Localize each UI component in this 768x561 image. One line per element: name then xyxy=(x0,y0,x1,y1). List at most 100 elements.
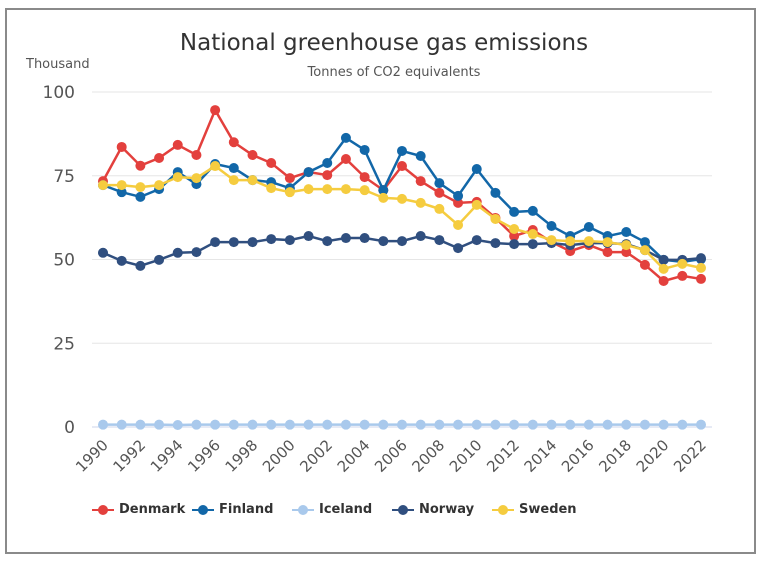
data-point-finland xyxy=(135,191,146,202)
data-point-finland xyxy=(490,187,501,198)
data-point-iceland xyxy=(154,419,165,430)
data-point-finland xyxy=(509,206,520,217)
data-point-norway xyxy=(471,235,482,246)
data-point-sweden xyxy=(565,236,576,247)
data-point-sweden xyxy=(154,180,165,191)
legend-label: Iceland xyxy=(319,502,373,517)
data-point-denmark xyxy=(359,172,370,183)
x-tick-label: 2012 xyxy=(483,436,523,476)
legend-label: Finland xyxy=(219,502,274,517)
data-point-sweden xyxy=(677,258,688,269)
data-point-iceland xyxy=(639,419,650,430)
data-point-sweden xyxy=(434,203,445,214)
data-point-norway xyxy=(228,237,239,248)
legend-item-iceland[interactable]: Iceland xyxy=(292,502,392,517)
data-point-sweden xyxy=(303,184,314,195)
data-point-iceland xyxy=(509,419,520,430)
data-point-iceland xyxy=(340,419,351,430)
data-point-norway xyxy=(527,239,538,250)
data-point-finland xyxy=(116,187,127,198)
data-point-finland xyxy=(546,221,557,231)
x-tick-label: 1996 xyxy=(184,436,224,476)
data-point-denmark xyxy=(284,173,295,184)
data-point-iceland xyxy=(415,419,426,430)
data-point-iceland xyxy=(621,419,632,430)
data-point-iceland xyxy=(696,419,706,430)
data-point-iceland xyxy=(490,419,501,430)
data-point-iceland xyxy=(303,419,314,430)
data-point-norway xyxy=(658,254,669,265)
x-tick-label: 2004 xyxy=(334,436,374,476)
data-point-iceland xyxy=(397,419,407,430)
data-point-denmark xyxy=(247,149,258,160)
data-point-norway xyxy=(490,238,501,249)
legend-item-denmark[interactable]: Denmark xyxy=(92,502,192,517)
data-point-denmark xyxy=(135,160,146,171)
legend-label: Sweden xyxy=(519,502,577,517)
legend-marker-icon xyxy=(92,504,114,516)
data-point-sweden xyxy=(191,173,202,184)
data-point-iceland xyxy=(322,419,333,430)
data-point-iceland xyxy=(378,419,389,430)
data-point-norway xyxy=(415,231,426,242)
data-point-denmark xyxy=(116,141,127,152)
data-point-sweden xyxy=(116,180,127,191)
data-point-denmark xyxy=(696,273,706,284)
data-point-iceland xyxy=(116,419,127,430)
data-point-finland xyxy=(359,144,370,155)
data-point-denmark xyxy=(340,154,351,164)
data-point-iceland xyxy=(602,419,613,430)
y-tick-label: 0 xyxy=(64,418,75,438)
data-point-norway xyxy=(397,236,407,247)
data-point-iceland xyxy=(527,419,538,430)
data-point-sweden xyxy=(247,175,258,186)
data-point-norway xyxy=(303,231,314,242)
data-point-finland xyxy=(434,178,445,189)
data-point-sweden xyxy=(696,262,706,273)
data-point-denmark xyxy=(397,161,407,172)
y-axis-label: Thousand xyxy=(26,57,90,72)
x-tick-label: 2018 xyxy=(595,436,635,476)
y-tick-label: 100 xyxy=(43,83,75,103)
data-point-finland xyxy=(303,167,314,178)
data-point-denmark xyxy=(172,139,183,150)
data-point-iceland xyxy=(191,419,202,430)
data-point-sweden xyxy=(397,193,407,204)
data-point-finland xyxy=(621,227,632,238)
chart-subtitle: Tonnes of CO2 equivalents xyxy=(307,65,481,80)
data-point-finland xyxy=(639,237,650,248)
x-tick-label: 2000 xyxy=(259,436,299,476)
data-point-sweden xyxy=(210,161,221,172)
data-point-iceland xyxy=(359,419,370,430)
data-point-sweden xyxy=(471,199,482,210)
data-point-finland xyxy=(340,132,351,143)
legend-marker-icon xyxy=(192,504,214,516)
data-point-sweden xyxy=(322,184,333,195)
legend-item-finland[interactable]: Finland xyxy=(192,502,292,517)
data-point-sweden xyxy=(172,172,183,183)
data-point-sweden xyxy=(98,180,108,191)
x-tick-label: 2014 xyxy=(521,436,561,476)
data-point-norway xyxy=(266,234,277,245)
x-tick-label: 1992 xyxy=(109,436,149,476)
legend-item-norway[interactable]: Norway xyxy=(392,502,492,517)
data-point-norway xyxy=(191,247,202,258)
data-point-sweden xyxy=(658,263,669,274)
data-point-iceland xyxy=(284,419,295,430)
data-point-denmark xyxy=(154,152,165,163)
data-point-finland xyxy=(228,163,239,174)
data-point-iceland xyxy=(565,419,576,430)
data-point-sweden xyxy=(490,213,501,224)
data-point-denmark xyxy=(210,105,221,116)
y-tick-label: 25 xyxy=(53,334,75,354)
x-tick-label: 1990 xyxy=(72,436,112,476)
data-point-iceland xyxy=(453,419,464,430)
data-point-finland xyxy=(527,205,538,216)
y-tick-label: 75 xyxy=(53,167,75,187)
legend-item-sweden[interactable]: Sweden xyxy=(492,502,592,517)
data-point-denmark xyxy=(228,137,239,148)
data-point-sweden xyxy=(266,183,277,194)
data-point-denmark xyxy=(602,247,613,258)
data-point-norway xyxy=(172,247,183,258)
data-point-denmark xyxy=(322,170,333,181)
